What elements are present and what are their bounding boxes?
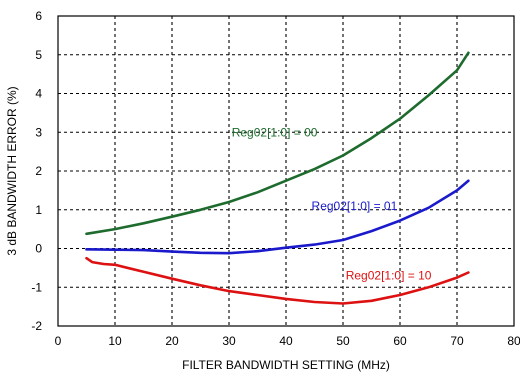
series-line [85, 179, 470, 255]
series-line [85, 51, 470, 236]
y-axis-title: 3 dB BANDWIDTH ERROR (%) [5, 86, 19, 255]
y-tick-label: 4 [35, 87, 42, 101]
y-tick-label: 0 [35, 242, 42, 256]
series-annotation: Reg02[1:0] = 00 [232, 125, 318, 139]
series-annotation: Reg02[1:0] = 01 [312, 199, 398, 213]
y-tick-label: -1 [31, 280, 42, 294]
y-tick-label: -2 [31, 319, 42, 333]
tick-labels: 0 10 20 30 40 50 60 70 80 -2 -1 0 1 2 3 4 5 6 [31, 9, 520, 348]
y-tick-label: 3 [35, 125, 42, 139]
x-tick-label: 80 [507, 334, 520, 348]
series-line [85, 256, 470, 305]
x-tick-label: 60 [393, 334, 407, 348]
series-annotations: Reg02[1:0] = 00 Reg02[1:0] = 01 Reg02[1:0]… [232, 125, 432, 282]
grid [58, 16, 514, 326]
x-tick-label: 40 [279, 334, 293, 348]
y-tick-label: 2 [35, 164, 42, 178]
x-axis-title: FILTER BANDWIDTH SETTING (MHz) [182, 358, 390, 372]
x-tick-label: 20 [165, 334, 179, 348]
series-lines [85, 51, 470, 305]
x-tick-label: 70 [450, 334, 464, 348]
x-tick-label: 30 [222, 334, 236, 348]
y-tick-label: 5 [35, 48, 42, 62]
x-tick-label: 10 [108, 334, 122, 348]
x-tick-label: 0 [55, 334, 62, 348]
y-tick-label: 1 [35, 203, 42, 217]
y-tick-label: 6 [35, 9, 42, 23]
x-tick-label: 50 [336, 334, 350, 348]
series-annotation: Reg02[1:0] = 10 [346, 269, 432, 283]
plot-frame [57, 15, 515, 327]
